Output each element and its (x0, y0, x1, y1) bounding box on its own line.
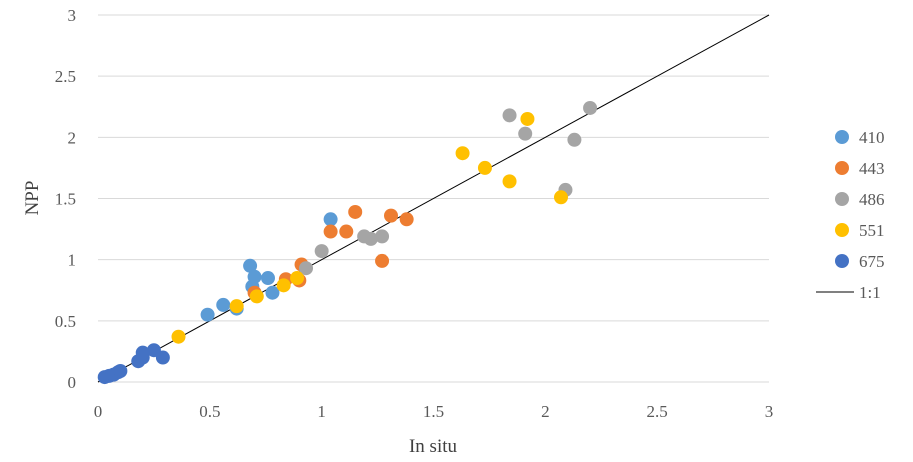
legend-marker-443 (835, 161, 849, 175)
data-point-551 (477, 160, 492, 175)
data-point-675 (155, 350, 170, 365)
y-axis-ticks: 0 0.5 1 1.5 2 2.5 3 (55, 6, 76, 392)
data-point-486 (567, 132, 582, 147)
data-point-443 (348, 204, 363, 219)
data-point-410 (247, 269, 262, 284)
data-point-551 (502, 174, 517, 189)
y-tick-label: 2 (68, 128, 77, 147)
y-axis-title: NPP (22, 181, 43, 216)
data-point-443 (384, 208, 399, 223)
x-tick-label: 2 (541, 402, 550, 421)
data-point-443 (339, 224, 354, 239)
data-point-486 (363, 231, 378, 246)
data-point-551 (520, 111, 535, 126)
x-tick-label: 2.5 (647, 402, 668, 421)
data-point-486 (502, 108, 517, 123)
y-tick-label: 1.5 (55, 190, 76, 209)
y-tick-label: 2.5 (55, 67, 76, 86)
y-tick-label: 0.5 (55, 312, 76, 331)
y-tick-label: 0 (68, 373, 77, 392)
data-point-675 (135, 345, 150, 360)
legend-label: 1:1 (859, 283, 881, 302)
legend-marker-551 (835, 223, 849, 237)
legend: 410 443 486 551 675 1:1 (816, 128, 885, 302)
data-point-443 (323, 224, 338, 239)
data-point-675 (113, 363, 128, 378)
legend-label: 486 (859, 190, 885, 209)
data-point-443 (375, 253, 390, 268)
data-point-551 (455, 146, 470, 161)
data-point-551 (553, 190, 568, 205)
x-tick-label: 0 (94, 402, 103, 421)
x-axis-ticks: 0 0.5 1 1.5 2 2.5 3 (94, 402, 774, 421)
data-point-551 (249, 289, 264, 304)
data-point-551 (229, 299, 244, 314)
legend-label: 675 (859, 252, 885, 271)
data-point-486 (299, 261, 314, 276)
x-tick-label: 0.5 (199, 402, 220, 421)
legend-label: 551 (859, 221, 885, 240)
data-point-443 (399, 212, 414, 227)
data-point-410 (200, 307, 215, 322)
data-point-410 (243, 258, 258, 273)
legend-label: 410 (859, 128, 885, 147)
data-points (97, 100, 598, 385)
data-point-551 (290, 271, 305, 286)
data-point-410 (323, 212, 338, 227)
legend-marker-675 (835, 254, 849, 268)
x-tick-label: 1.5 (423, 402, 444, 421)
data-point-551 (276, 278, 291, 293)
legend-label: 443 (859, 159, 885, 178)
data-point-410 (260, 271, 275, 286)
x-axis-title: In situ (409, 436, 458, 457)
data-point-486 (518, 126, 533, 141)
x-tick-label: 1 (317, 402, 326, 421)
legend-marker-410 (835, 130, 849, 144)
y-tick-label: 3 (68, 6, 77, 25)
data-point-551 (171, 329, 186, 344)
data-point-410 (216, 297, 231, 312)
x-tick-label: 3 (765, 402, 774, 421)
y-tick-label: 1 (68, 251, 77, 270)
data-point-486 (314, 244, 329, 259)
legend-marker-486 (835, 192, 849, 206)
data-point-410 (265, 285, 280, 300)
data-point-486 (583, 100, 598, 115)
data-point-486 (375, 229, 390, 244)
